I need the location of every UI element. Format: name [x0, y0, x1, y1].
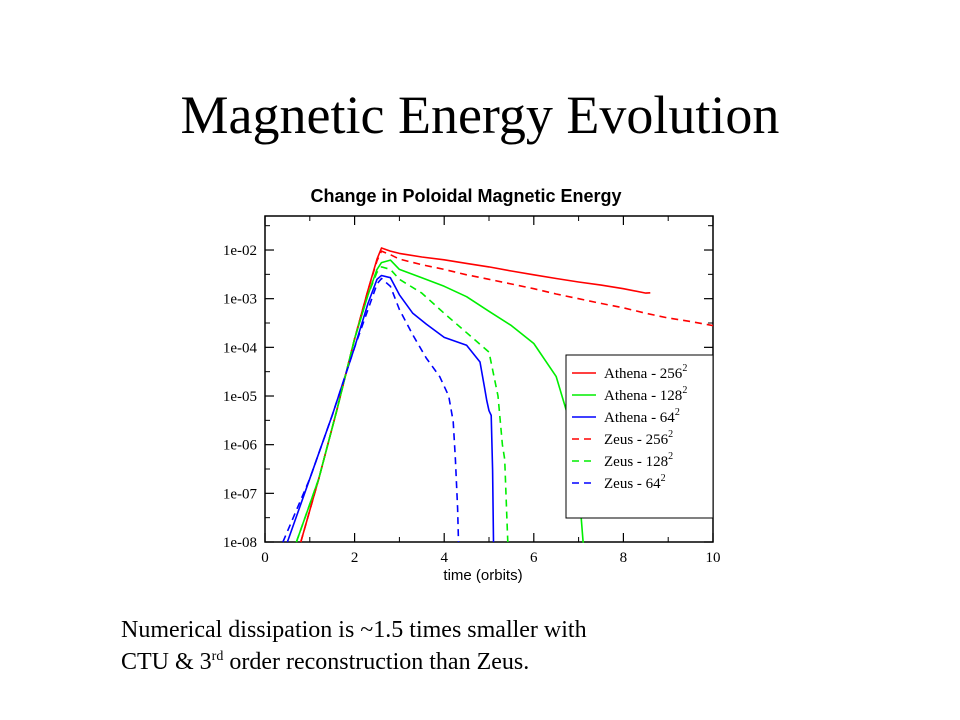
series-line-3: [286, 274, 495, 543]
x-tick-label: 10: [706, 550, 721, 566]
y-tick-label: 1e-04: [223, 340, 258, 356]
legend-entry-3: Athena - 642: [604, 407, 680, 426]
caption-line-1: Numerical dissipation is ~1.5 times smal…: [121, 614, 587, 646]
series-line-4: [300, 250, 714, 543]
legend: Athena - 2562 Athena - 1282 Athena - 642 Ze…: [565, 354, 714, 519]
legend-superscript: 2: [675, 407, 680, 418]
legend-superscript: 2: [661, 473, 666, 484]
x-tick-label: 0: [261, 550, 269, 566]
x-tick-label: 2: [351, 550, 359, 566]
axis-ticks: 0 2 4 6 8 10 1e-08 1e-07 1e-06 1e-05 1e-04 1e-03 1e-…: [223, 216, 721, 566]
x-tick-label: 6: [530, 550, 538, 566]
y-tick-label: 1e-02: [223, 243, 257, 259]
series-line-6: [282, 277, 460, 543]
legend-entry-6: Zeus - 642: [604, 473, 666, 492]
legend-superscript: 2: [668, 451, 673, 462]
legend-superscript: 2: [668, 429, 673, 440]
x-axis-label: time (orbits): [443, 567, 522, 584]
caption-tilde: ~: [360, 617, 374, 643]
legend-entry-5: Zeus - 1282: [604, 451, 673, 470]
caption-line-2-pre: CTU & 3: [121, 649, 212, 676]
y-tick-label: 1e-05: [223, 389, 257, 405]
legend-entry-1: Athena - 2562: [604, 363, 687, 382]
caption-superscript: rd: [211, 649, 224, 665]
x-tick-label: 4: [440, 550, 448, 566]
chart-title: Change in Poloidal Magnetic Energy: [310, 186, 621, 206]
caption-line-2: CTU & 3rd order reconstruction than Zeus…: [121, 646, 587, 678]
series-line-5: [295, 266, 509, 543]
legend-entry-4: Zeus - 2562: [604, 429, 673, 448]
caption-line-1-pre: Numerical dissipation is: [121, 617, 361, 643]
y-tick-label: 1e-03: [223, 292, 257, 308]
legend-superscript: 2: [682, 363, 687, 374]
caption-line-2-post: order reconstruction than Zeus.: [223, 649, 530, 676]
slide-title: Magnetic Energy Evolution: [180, 85, 780, 145]
y-tick-label: 1e-08: [223, 535, 257, 551]
y-tick-label: 1e-06: [223, 438, 258, 454]
caption: Numerical dissipation is ~1.5 times smal…: [121, 614, 587, 679]
legend-box: [565, 354, 714, 519]
legend-entry-2: Athena - 1282: [604, 385, 687, 404]
legend-superscript: 2: [682, 385, 687, 396]
y-tick-label: 1e-07: [223, 486, 258, 502]
caption-line-1-post: 1.5 times smaller with: [373, 617, 587, 643]
x-tick-label: 8: [620, 550, 628, 566]
